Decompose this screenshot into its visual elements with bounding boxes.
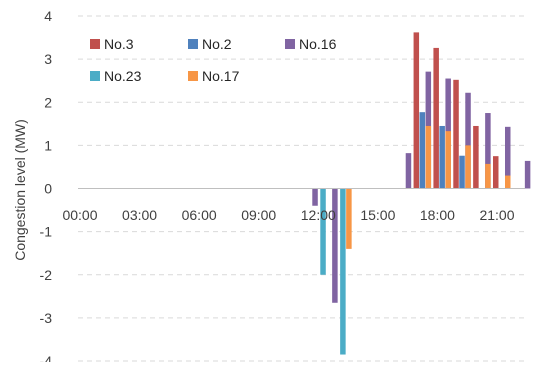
bar-no2-2 bbox=[459, 155, 465, 189]
legend-swatch-0 bbox=[90, 39, 100, 49]
x-tick-label-6: 18:00 bbox=[420, 207, 455, 223]
bar-no3-4 bbox=[493, 156, 499, 189]
y-tick-label-5: -1 bbox=[40, 224, 53, 240]
bar-no2-0 bbox=[419, 112, 426, 189]
bar-no16-2 bbox=[405, 153, 412, 189]
bar-no16-7 bbox=[505, 126, 511, 189]
bar-no2-1 bbox=[439, 125, 445, 189]
bar-no17-2 bbox=[445, 131, 451, 189]
bar-no16-1 bbox=[332, 188, 338, 303]
bar-no17-4 bbox=[485, 163, 491, 189]
tick-layer: 4 3 2 1 0 -1 -2 -3 -4 00:00 03:00 06:00 09:00 12:00 15… bbox=[40, 8, 515, 367]
legend-label-2: No.16 bbox=[299, 36, 337, 52]
y-tick-label-8: -4 bbox=[40, 353, 53, 362]
bar-no3-0 bbox=[413, 32, 420, 189]
legend-label-4: No.17 bbox=[202, 68, 240, 84]
x-tick-label-4: 12:00 bbox=[301, 207, 336, 223]
y-tick-label-3: 1 bbox=[44, 137, 52, 153]
x-tick-label-5: 15:00 bbox=[360, 207, 395, 223]
bar-no17-5 bbox=[505, 175, 511, 189]
legend-label-0: No.3 bbox=[104, 36, 134, 52]
bar-no23-1 bbox=[340, 188, 346, 355]
y-tick-label-7: -3 bbox=[40, 310, 53, 326]
bars-layer bbox=[312, 32, 531, 355]
legend-label-1: No.2 bbox=[202, 36, 232, 52]
bar-no3-1 bbox=[433, 47, 439, 189]
y-tick-label-6: -2 bbox=[40, 267, 53, 283]
bar-no16-5 bbox=[465, 92, 471, 189]
bar-no17-3 bbox=[465, 145, 471, 189]
y-tick-label-1: 3 bbox=[44, 51, 52, 67]
bar-no16-0 bbox=[312, 188, 318, 206]
legend-swatch-3 bbox=[90, 71, 100, 81]
x-tick-label-1: 03:00 bbox=[122, 207, 157, 223]
legend-label-3: No.23 bbox=[104, 68, 142, 84]
bar-no17-0 bbox=[346, 188, 352, 249]
x-tick-label-7: 21:00 bbox=[479, 207, 514, 223]
y-tick-label-4: 0 bbox=[44, 181, 52, 197]
x-tick-label-0: 00:00 bbox=[62, 207, 97, 223]
bar-no16-6 bbox=[485, 113, 491, 189]
legend: No.3 No.2 No.16 No.23 No.17 bbox=[90, 36, 337, 84]
y-tick-label-2: 2 bbox=[44, 94, 52, 110]
legend-swatch-4 bbox=[188, 71, 198, 81]
y-tick-label-0: 4 bbox=[44, 8, 52, 24]
bar-no3-2 bbox=[453, 79, 459, 189]
x-tick-label-2: 06:00 bbox=[182, 207, 217, 223]
y-axis-label: Congestion level (MW) bbox=[12, 119, 28, 261]
legend-swatch-2 bbox=[285, 39, 295, 49]
bar-no17-1 bbox=[425, 125, 432, 189]
bar-no16-8 bbox=[524, 160, 531, 189]
bar-no23-0 bbox=[320, 188, 326, 275]
legend-swatch-1 bbox=[188, 39, 198, 49]
bar-no3-3 bbox=[473, 125, 479, 189]
x-tick-label-3: 09:00 bbox=[241, 207, 276, 223]
